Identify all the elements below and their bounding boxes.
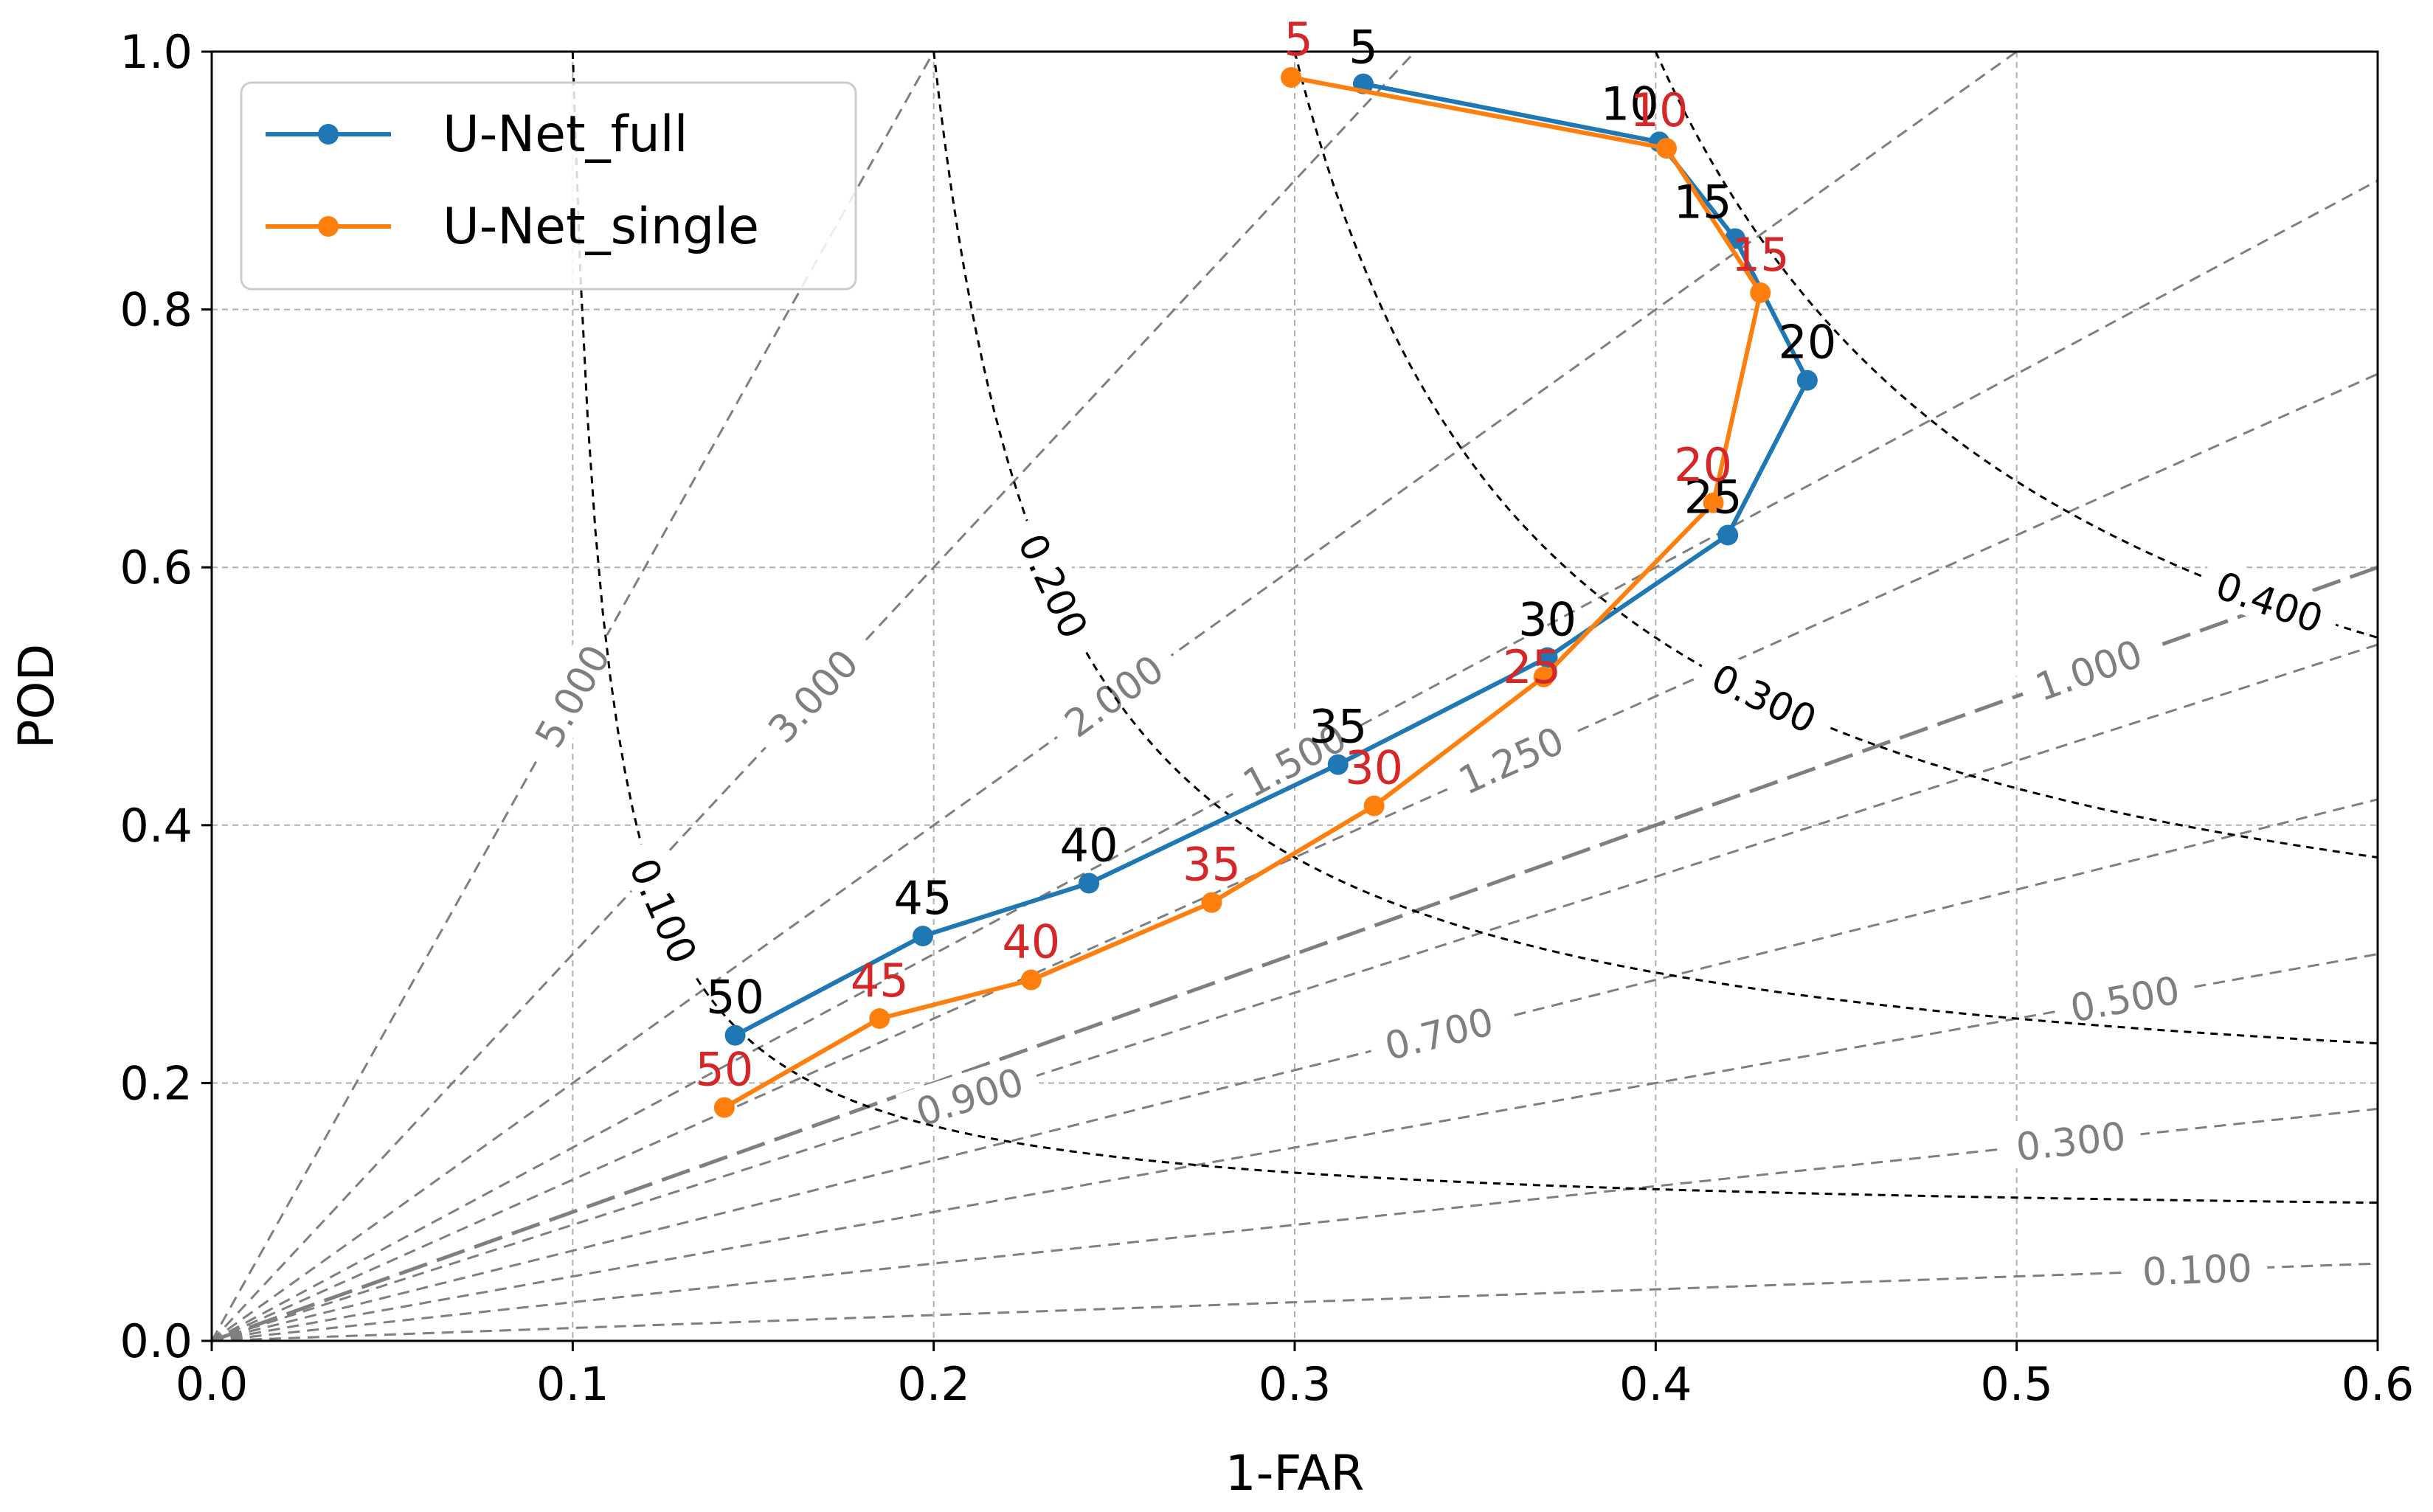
bias-label: 0.100: [2142, 1246, 2253, 1294]
bias-label-bg: [1998, 1109, 2143, 1170]
csi-label-bg: [2196, 555, 2344, 645]
x-tick-label: 0.1: [536, 1357, 609, 1411]
legend: U-Net_full U-Net_single: [240, 81, 857, 291]
csi-label: 0.200: [1008, 527, 1096, 645]
bias-label: 0.500: [2067, 968, 2183, 1031]
data-point: [912, 926, 933, 947]
bias-label: 3.000: [761, 642, 868, 752]
data-label: 35: [1309, 700, 1367, 754]
bias-label: 5.000: [527, 638, 620, 755]
csi-label-bg: [615, 836, 715, 984]
data-point: [1796, 370, 1818, 391]
bias-label-bg: [516, 623, 626, 768]
bias-label-bg: [1221, 705, 1366, 812]
csi-contour: [1293, 51, 2378, 859]
y-axis-label: POD: [8, 644, 65, 749]
bias-line: [211, 643, 2378, 1342]
bias-label-bg: [895, 1052, 1043, 1139]
bias-label-bg: [1436, 709, 1584, 808]
data-label: 10: [1630, 83, 1689, 137]
x-tick-label: 0.2: [897, 1357, 970, 1411]
data-label: 25: [1684, 471, 1742, 524]
data-point: [1656, 138, 1678, 159]
data-point: [1537, 647, 1558, 668]
x-tick-label: 0.5: [1980, 1357, 2053, 1411]
data-point: [1327, 754, 1349, 775]
bias-label-bg: [1365, 992, 1512, 1072]
y-tick-label: 0.8: [120, 283, 193, 337]
csi-label: 0.400: [2210, 563, 2328, 642]
data-point: [1533, 666, 1554, 687]
data-label: 15: [1674, 175, 1732, 229]
x-tick-label: 0.0: [176, 1357, 249, 1411]
data-point: [713, 1097, 735, 1118]
data-point: [869, 1008, 890, 1029]
data-label: 15: [1731, 228, 1790, 282]
bias-line: [211, 50, 2018, 1342]
y-tick-label: 0.4: [120, 799, 193, 853]
data-label: 30: [1518, 593, 1577, 647]
csi-contours: 0.100 0.200 0.300 0.400: [571, 51, 2378, 1204]
data-point: [1079, 873, 1100, 894]
x-axis-label: 1-FAR: [1225, 1445, 1365, 1502]
data-label: 40: [1002, 915, 1060, 969]
data-label: 35: [1183, 838, 1241, 892]
data-point: [1363, 795, 1385, 816]
bias-line: [211, 565, 2378, 1343]
bias-label: 1.000: [2030, 632, 2148, 711]
data-label: 20: [1674, 438, 1732, 492]
data-point: [1201, 892, 1222, 913]
data-point: [1020, 969, 1042, 991]
csi-label: 0.100: [620, 853, 705, 971]
data-label: 20: [1778, 316, 1836, 370]
bias-label-bg: [1042, 635, 1183, 755]
legend-marker-unet-full: [318, 124, 339, 145]
bias-label-bg: [2126, 1242, 2268, 1294]
data-point: [1717, 524, 1739, 546]
y-tick-label: 1.0: [120, 25, 193, 79]
legend-box: [240, 81, 857, 291]
csi-label-bg: [1692, 646, 1838, 748]
data-label: 50: [695, 1043, 753, 1097]
bias-line: [211, 1262, 2378, 1342]
data-label: 5: [1284, 13, 1312, 66]
data-label: 30: [1345, 741, 1403, 795]
csi-label-bg: [1004, 512, 1106, 659]
legend-label-unet-full: U-Net_full: [443, 105, 688, 164]
data-point: [1703, 492, 1724, 513]
data-label: 25: [1503, 640, 1561, 694]
data-label: 45: [851, 954, 909, 1008]
data-point: [724, 1024, 746, 1046]
bias-label-bg: [2051, 962, 2198, 1033]
bias-label-bg: [2014, 623, 2162, 714]
data-label: 50: [706, 971, 764, 1024]
series-line-unet-single: [723, 75, 1763, 1110]
data-label: 40: [1060, 818, 1118, 872]
csi-contour: [932, 51, 2378, 1045]
data-point: [1750, 282, 1771, 303]
y-tick-label: 0.0: [120, 1314, 193, 1368]
data-label: 10: [1601, 77, 1659, 131]
csi-label: 0.300: [1705, 656, 1823, 743]
bias-label-bg: [747, 628, 876, 762]
data-label: 5: [1349, 21, 1377, 74]
series-line-unet-full: [734, 81, 1810, 1038]
x-tick-label: 0.6: [2342, 1357, 2415, 1411]
x-tick-label: 0.4: [1619, 1357, 1692, 1411]
bias-line: [211, 372, 2378, 1342]
legend-label-unet-single: U-Net_single: [443, 198, 759, 256]
bias-line: [211, 798, 2378, 1342]
data-label: 45: [894, 871, 952, 925]
x-tick-label: 0.3: [1259, 1357, 1332, 1411]
y-tick-label: 0.2: [120, 1056, 193, 1110]
data-point: [1281, 66, 1302, 88]
bias-line: [210, 50, 1416, 1342]
axis-ticks: 0.0 0.1 0.2 0.3 0.4 0.5 0.6 0.0 0.2 0.4 0.6 0.8 1.0: [120, 25, 2414, 1411]
y-tick-label: 0.6: [120, 541, 193, 594]
legend-marker-unet-single: [318, 216, 339, 237]
